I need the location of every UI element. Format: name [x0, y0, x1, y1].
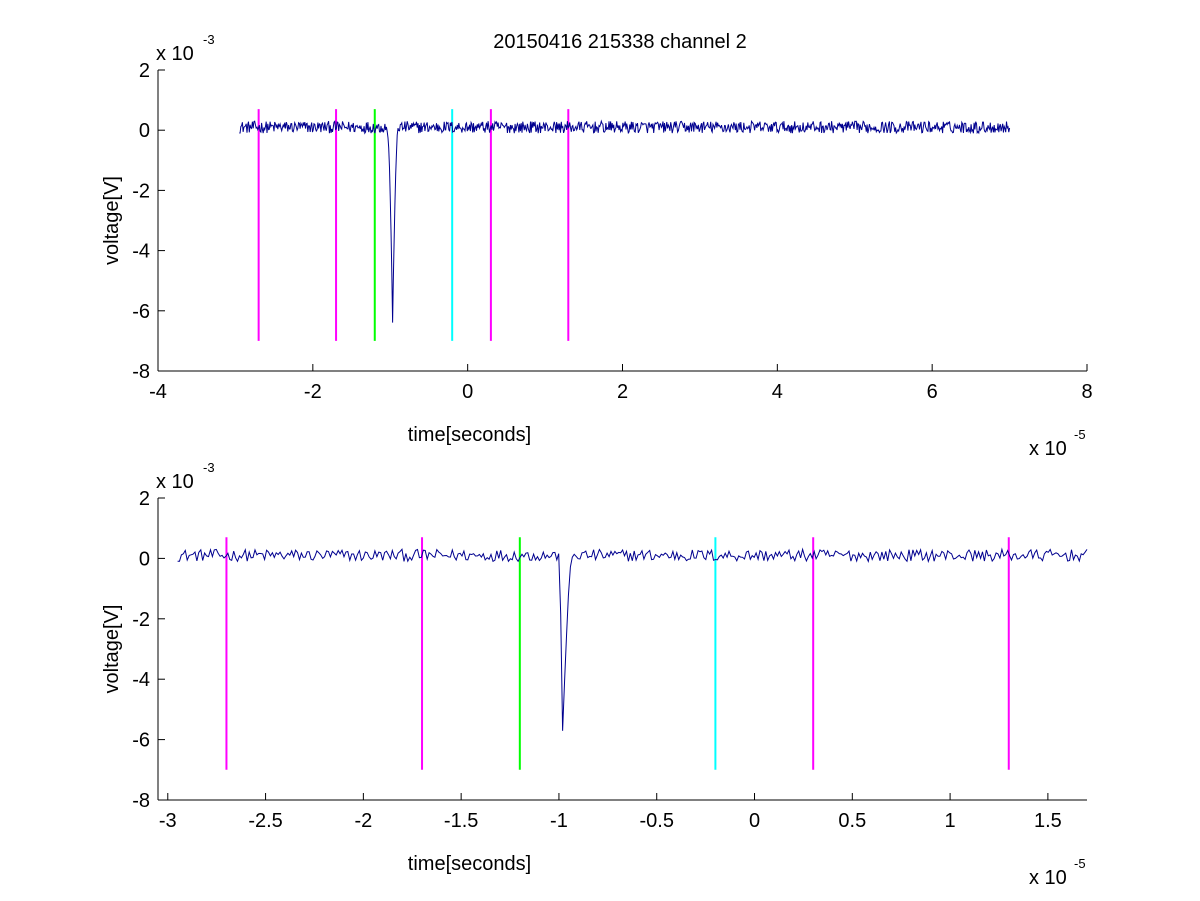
- x-tick-label: 8: [1081, 381, 1092, 403]
- y-exponent-label: x 10: [156, 471, 194, 493]
- x-tick-label: -3: [159, 810, 177, 832]
- signal-trace: [177, 547, 1088, 731]
- y-tick-label: 2: [139, 60, 150, 82]
- y-exponent-label: x 10: [156, 43, 194, 65]
- y-axis-label: voltage[V]: [101, 176, 123, 265]
- x-tick-label: -1.5: [444, 810, 478, 832]
- x-tick-label: 0.5: [838, 810, 866, 832]
- y-tick-label: 2: [139, 488, 150, 510]
- x-tick-label: -0.5: [639, 810, 673, 832]
- y-tick-label: -2: [132, 180, 150, 202]
- x-tick-label: -2: [304, 381, 322, 403]
- y-tick-label: -4: [132, 669, 150, 691]
- x-axis-label: time[seconds]: [408, 424, 531, 446]
- x-tick-label: 1: [945, 810, 956, 832]
- y-tick-label: -2: [132, 609, 150, 631]
- y-tick-label: 0: [139, 548, 150, 570]
- x-tick-label: 0: [462, 381, 473, 403]
- y-tick-label: -8: [132, 790, 150, 812]
- y-exponent-power: -3: [203, 460, 215, 475]
- x-tick-label: 0: [749, 810, 760, 832]
- x-exponent-label: x 10: [1029, 438, 1067, 460]
- y-tick-label: -6: [132, 301, 150, 323]
- y-exponent-power: -3: [203, 32, 215, 47]
- x-tick-label: -4: [149, 381, 167, 403]
- x-tick-label: 1.5: [1034, 810, 1062, 832]
- x-tick-label: 2: [617, 381, 628, 403]
- y-tick-label: -6: [132, 730, 150, 752]
- x-tick-label: -1: [550, 810, 568, 832]
- x-exponent-power: -5: [1074, 856, 1086, 871]
- subplot-bottom: -3 -2.5 -2 -1.5 -1 -0.5 0 0.5 1 1.5 2 0 -2 -4 -6 -8 time…: [101, 460, 1088, 889]
- y-tick-label: -4: [132, 241, 150, 263]
- figure-title: 20150416 215338 channel 2: [493, 31, 747, 53]
- y-tick-label: 0: [139, 120, 150, 142]
- x-exponent-power: -5: [1074, 427, 1086, 442]
- x-tick-label: -2: [354, 810, 372, 832]
- x-axis-label: time[seconds]: [408, 853, 531, 875]
- signal-trace: [239, 119, 1011, 323]
- subplot-top: -4 -2 0 2 4 6 8 2 0 -2 -4 -6 -8 time[seconds] voltage[…: [101, 32, 1093, 460]
- x-tick-label: 6: [927, 381, 938, 403]
- y-axis-label: voltage[V]: [101, 605, 123, 694]
- x-exponent-label: x 10: [1029, 867, 1067, 889]
- x-tick-label: 4: [772, 381, 783, 403]
- y-tick-label: -8: [132, 361, 150, 383]
- x-tick-label: -2.5: [248, 810, 282, 832]
